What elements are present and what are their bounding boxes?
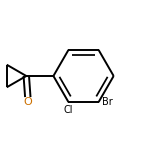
Text: O: O: [23, 97, 32, 107]
Text: Cl: Cl: [64, 105, 73, 115]
Text: Br: Br: [102, 97, 113, 107]
